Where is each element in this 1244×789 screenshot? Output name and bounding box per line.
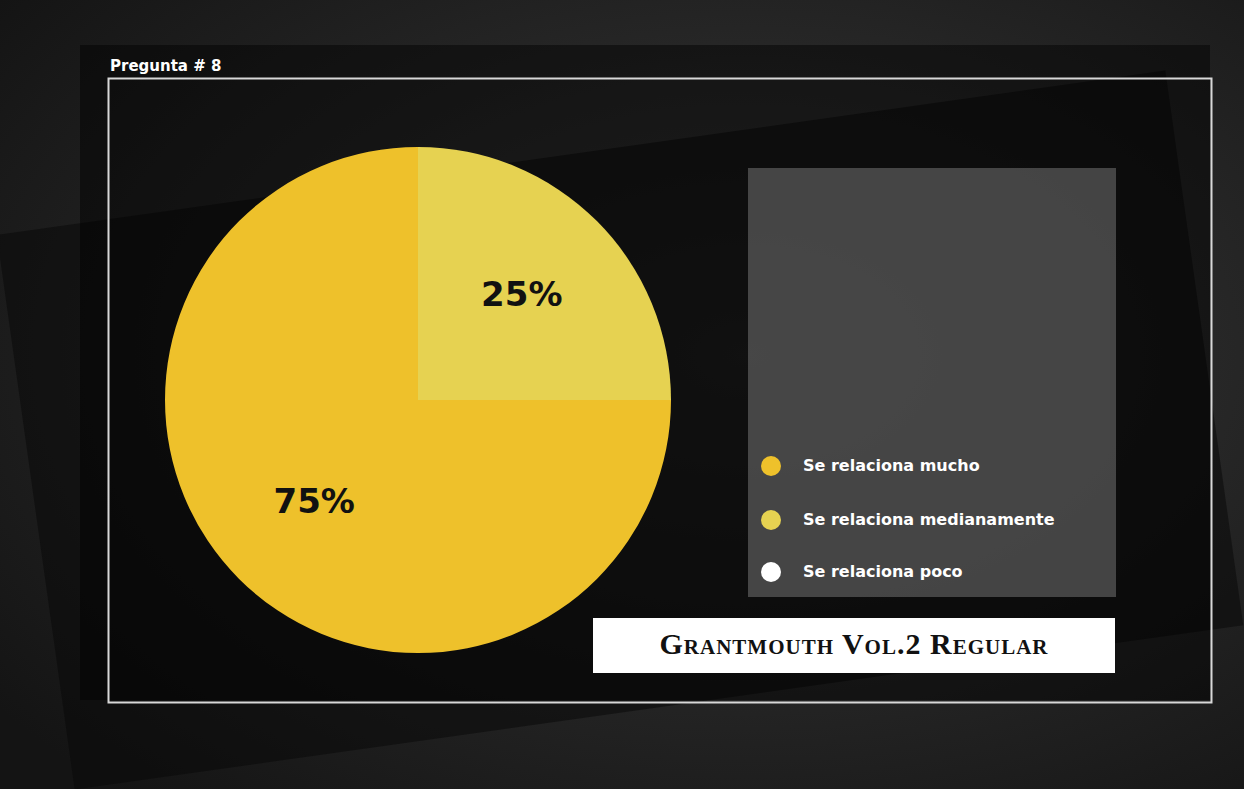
- background: [0, 0, 1244, 789]
- legend-swatch: [761, 456, 781, 476]
- data-label: 25%: [481, 274, 562, 314]
- legend-label: Se relaciona poco: [803, 562, 963, 581]
- pie-slice: [165, 147, 671, 653]
- legend-label: Se relaciona mucho: [803, 456, 980, 475]
- data-labels: 75% 25%: [274, 274, 563, 522]
- title: Pregunta # 8: [110, 57, 221, 75]
- legend-swatch: [761, 562, 781, 582]
- frame: [109, 79, 1212, 703]
- annotation-box: [593, 618, 1115, 673]
- legend-label: Se relaciona medianamente: [803, 510, 1055, 529]
- chart-root: Pregunta # 875%25%Se relaciona muchoSe r…: [0, 0, 1244, 789]
- legend: Se relaciona mucho Se relaciona medianame…: [761, 456, 1055, 583]
- legend-panel: [748, 168, 1116, 597]
- annotation: Grantmouth Vol.2 Regular: [660, 627, 1049, 660]
- legend-swatch: [761, 510, 781, 530]
- overlay-panel: [80, 45, 1210, 700]
- pie: [165, 147, 671, 653]
- data-label: 75%: [274, 481, 355, 521]
- pie-slice: [418, 147, 671, 400]
